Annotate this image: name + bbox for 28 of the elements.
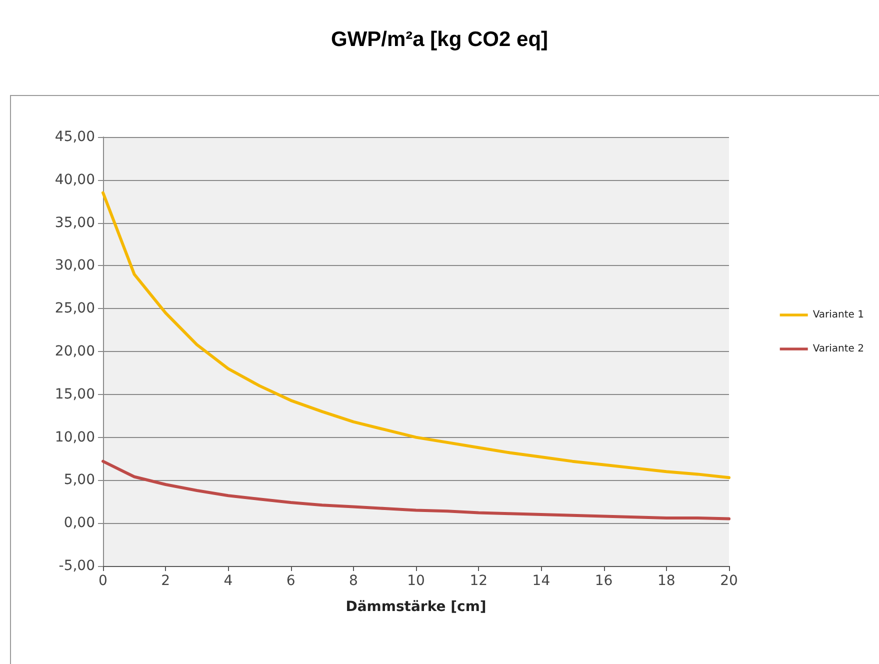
x-tick-label: 12 — [470, 573, 488, 589]
y-tick-label: 0,00 — [64, 515, 95, 532]
x-tick-label: 10 — [407, 573, 425, 589]
y-tick-label: 20,00 — [54, 344, 95, 360]
line-series — [102, 191, 730, 480]
legend-label: Variante 2 — [812, 344, 864, 354]
y-tick-label: 15,00 — [54, 386, 95, 402]
x-tick-label: 20 — [720, 573, 738, 589]
x-tick-label: 4 — [224, 573, 233, 589]
y-tick-label: 40,00 — [54, 172, 95, 188]
y-tick-label: -5,00 — [58, 558, 95, 574]
x-tick-label: 8 — [348, 573, 358, 589]
chart-title: GWP/m²a [kg CO2 eq] — [330, 28, 550, 52]
x-tick-label: 2 — [161, 573, 170, 589]
x-tick-label: 0 — [98, 573, 108, 589]
y-tick-label: 10,00 — [54, 429, 95, 446]
x-tick-label: 14 — [532, 573, 550, 589]
y-tick-label: 35,00 — [54, 214, 95, 231]
x-tick-label: 6 — [286, 573, 296, 589]
line-series — [102, 460, 730, 520]
y-tick-label: 45,00 — [54, 129, 95, 145]
y-tick-label: 30,00 — [54, 258, 95, 274]
x-tick-label: 16 — [594, 573, 613, 589]
y-tick-label: 25,00 — [54, 300, 95, 317]
x-axis-title: Dämmstärke [cm] — [346, 599, 486, 615]
y-tick-label: 5,00 — [64, 472, 95, 488]
legend-label: Variante 1 — [812, 310, 864, 320]
x-tick-label: 18 — [657, 573, 676, 589]
